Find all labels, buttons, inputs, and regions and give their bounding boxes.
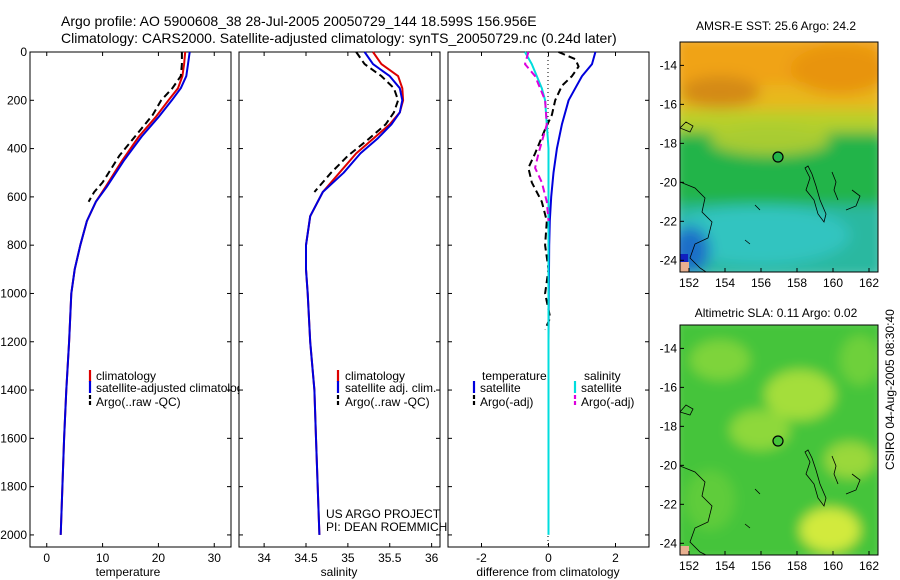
x-tick-label: -2: [476, 551, 487, 565]
x-tick-label: 162: [859, 559, 879, 573]
salinity-xlabel: salinity: [321, 565, 358, 579]
x-tick-label: 160: [823, 276, 843, 290]
x-tick-label: 162: [859, 276, 879, 290]
sst-heatmap: [680, 42, 878, 272]
x-tick-label: 160: [823, 559, 843, 573]
x-tick-label: 0: [43, 551, 50, 565]
sla-map-axes: [679, 324, 879, 556]
x-tick-label: 0: [545, 551, 552, 565]
legend-header-salinity: salinity: [584, 369, 621, 383]
project-label: US ARGO PROJECT: [326, 507, 441, 521]
temperature-axes: [29, 51, 232, 548]
figure-title-line1: Argo profile: AO 5900608_38 28-Jul-2005 …: [61, 13, 537, 29]
x-tick-label: 156: [751, 559, 771, 573]
y-tick-label: 1400: [0, 383, 27, 397]
y-tick-label: 1200: [0, 335, 27, 349]
salinity-axes: [238, 51, 441, 548]
y-tick-label: -16: [660, 380, 678, 394]
y-tick-label: 800: [7, 238, 27, 252]
pi-label: PI: DEAN ROEMMICH: [326, 520, 447, 534]
y-tick-label: -22: [660, 497, 678, 511]
x-tick-label: 36: [425, 551, 439, 565]
legend-label: climatology: [345, 369, 405, 383]
salinity-legend: climatology satellite adj. clim. Argo(..…: [336, 369, 436, 409]
difference-panel: -2 0 2 difference from climatology tempera…: [447, 51, 650, 579]
legend-label: Argo(..raw -QC): [96, 395, 181, 409]
y-tick-label: -18: [660, 419, 678, 433]
x-tick-label: 30: [208, 551, 222, 565]
y-tick-label: 1800: [0, 480, 27, 494]
x-tick-label: 158: [787, 276, 807, 290]
series-line-temperature-argo-adj: [527, 51, 580, 331]
y-tick-label: 0: [20, 45, 27, 59]
x-tick-label: 34: [257, 551, 271, 565]
sst-map-axes: [679, 41, 879, 273]
salinity-panel: 34 34.5 35 35.5 36 salinity climatology sate…: [238, 51, 447, 579]
legend-label: climatology: [96, 369, 156, 383]
series-line-salinity-argo-adj: [524, 51, 550, 222]
y-tick-label: -14: [660, 58, 678, 72]
y-tick-label: -24: [660, 536, 678, 550]
x-tick-label: 154: [715, 276, 735, 290]
timestamp-label: CSIRO 04-Aug-2005 08:30:40: [883, 309, 897, 470]
y-tick-label: -16: [660, 97, 678, 111]
y-tick-label: -22: [660, 214, 678, 228]
x-tick-label: 35: [341, 551, 355, 565]
legend-label: satellite-adjusted climatology: [96, 381, 249, 395]
y-tick-label: 600: [7, 190, 27, 204]
x-tick-label: 10: [96, 551, 110, 565]
legend-label: Argo(-adj): [480, 395, 533, 409]
temperature-xlabel: temperature: [96, 565, 161, 579]
y-tick-label: -24: [660, 253, 678, 267]
sla-map-panel: Altimetric SLA: 0.11 Argo: 0.02 152 154 15…: [660, 306, 880, 573]
series-line-argo-raw-qc: [313, 51, 400, 193]
legend-label: satellite: [480, 381, 521, 395]
series-line-argo-raw-qc: [87, 52, 183, 203]
legend-header-temperature: temperature: [482, 369, 547, 383]
series-line-satellite-adj-clim: [305, 51, 404, 535]
x-tick-label: 20: [152, 551, 166, 565]
x-tick-label: 152: [679, 559, 699, 573]
temperature-legend: climatology satellite-adjusted climatolo…: [88, 369, 249, 409]
figure-title-line2: Climatology: CARS2000. Satellite-adjuste…: [61, 30, 617, 46]
legend-label: satellite: [581, 381, 622, 395]
x-tick-label: 2: [612, 551, 619, 565]
y-tick-label: 1600: [0, 431, 27, 445]
temperature-panel: 0 10 20 30 0 200 400 600 800 1000 1200 1400 1600 1800…: [0, 45, 249, 579]
legend-label: Argo(..raw -QC): [345, 395, 430, 409]
y-tick-label: 400: [7, 142, 27, 156]
series-line-satellite-adjusted-climatology: [59, 51, 191, 535]
sst-map-title: AMSR-E SST: 25.6 Argo: 24.2: [696, 19, 856, 33]
x-tick-label: 158: [787, 559, 807, 573]
argo-float-marker: [772, 435, 784, 447]
x-tick-label: 35.5: [378, 551, 402, 565]
x-tick-label: 154: [715, 559, 735, 573]
sla-map-title: Altimetric SLA: 0.11 Argo: 0.02: [695, 306, 858, 320]
y-tick-label: -18: [660, 136, 678, 150]
sst-map-panel: AMSR-E SST: 25.6 Argo: 24.2 152 154 156 158…: [660, 19, 880, 290]
argo-float-marker: [772, 151, 784, 163]
sla-heatmap: [680, 325, 878, 555]
difference-xlabel: difference from climatology: [476, 565, 619, 579]
legend-label: satellite adj. clim.: [345, 381, 436, 395]
x-tick-label: 34.5: [294, 551, 318, 565]
y-tick-label: 2000: [0, 528, 27, 542]
y-tick-label: -14: [660, 341, 678, 355]
y-tick-label: 1000: [0, 286, 27, 300]
y-tick-label: -20: [660, 175, 678, 189]
legend-label: Argo(-adj): [581, 395, 634, 409]
y-tick-label: 200: [7, 93, 27, 107]
x-tick-label: 152: [679, 276, 699, 290]
difference-legend: temperature salinity satellite Argo(-adj…: [472, 369, 634, 409]
y-tick-label: -20: [660, 458, 678, 472]
x-tick-label: 156: [751, 276, 771, 290]
